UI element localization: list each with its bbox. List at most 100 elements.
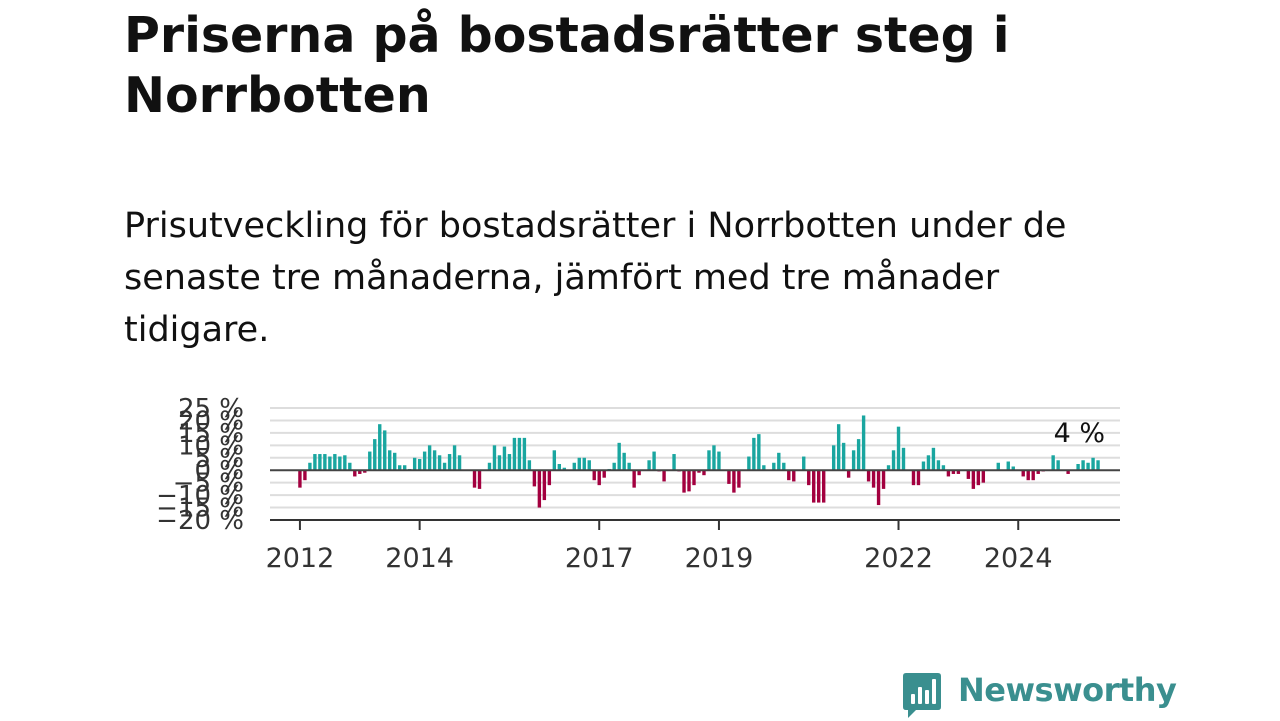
bar bbox=[512, 437, 517, 471]
bar bbox=[412, 457, 417, 471]
last-value-annotation: 4 % bbox=[1054, 418, 1105, 449]
bar bbox=[562, 467, 566, 471]
bar bbox=[822, 470, 826, 503]
bar bbox=[497, 455, 502, 471]
bar bbox=[457, 455, 462, 471]
bar bbox=[687, 470, 691, 492]
bar bbox=[792, 470, 796, 482]
bar bbox=[697, 470, 701, 473]
bar bbox=[388, 450, 392, 471]
bar bbox=[577, 457, 581, 471]
bar bbox=[602, 470, 606, 478]
bar bbox=[527, 460, 532, 471]
bar bbox=[587, 460, 591, 471]
bar bbox=[787, 470, 791, 481]
y-tick-label: 25 % bbox=[178, 394, 244, 424]
bar bbox=[627, 462, 631, 471]
bar bbox=[1031, 470, 1035, 481]
bar-chart: 25 %20 %15 %10 %5 %0 %−5 %−10 %−15 %−20 … bbox=[156, 394, 1120, 574]
bar bbox=[752, 437, 756, 471]
bar bbox=[1051, 455, 1055, 471]
bar bbox=[802, 456, 806, 471]
bar bbox=[876, 470, 881, 506]
newsworthy-logo[interactable]: Newsworthy bbox=[902, 671, 1177, 721]
bar bbox=[782, 462, 786, 471]
bar bbox=[946, 470, 951, 477]
gridlines bbox=[270, 407, 1120, 509]
bar bbox=[358, 470, 362, 474]
bar bbox=[647, 460, 651, 471]
brand-name: Newsworthy bbox=[958, 671, 1177, 709]
bar bbox=[402, 465, 407, 471]
bar bbox=[727, 470, 731, 484]
bar bbox=[662, 470, 666, 482]
bar bbox=[557, 464, 562, 471]
bar bbox=[487, 462, 492, 471]
y-tick-label: −15 % bbox=[156, 494, 244, 524]
bar bbox=[712, 445, 716, 471]
y-tick-label: 0 % bbox=[194, 456, 244, 486]
bar bbox=[956, 470, 961, 474]
y-tick-label: 15 % bbox=[178, 419, 244, 449]
y-tick-label: −5 % bbox=[173, 469, 244, 499]
bar bbox=[926, 455, 931, 471]
bar bbox=[682, 470, 686, 493]
bar bbox=[338, 456, 342, 471]
bar bbox=[612, 462, 616, 471]
bar bbox=[348, 462, 352, 471]
bar bbox=[846, 470, 851, 478]
bar bbox=[477, 470, 482, 489]
bar bbox=[911, 470, 916, 486]
bar bbox=[966, 470, 971, 479]
bar bbox=[1026, 470, 1030, 481]
bar bbox=[817, 470, 821, 503]
bar bbox=[891, 450, 896, 471]
bar bbox=[398, 465, 402, 471]
bar bbox=[637, 470, 641, 476]
bar bbox=[393, 452, 397, 471]
bar bbox=[1076, 464, 1080, 471]
bar bbox=[921, 461, 926, 471]
bar bbox=[422, 451, 427, 471]
logo-mark-icon bbox=[903, 673, 941, 718]
bar bbox=[931, 447, 936, 471]
bar bbox=[1096, 460, 1100, 471]
y-tick-label: −10 % bbox=[156, 481, 244, 511]
bar bbox=[901, 447, 906, 471]
bar bbox=[617, 442, 621, 471]
bar bbox=[442, 462, 447, 471]
bar bbox=[831, 445, 836, 471]
bar bbox=[417, 459, 422, 471]
bar bbox=[447, 454, 452, 471]
bar bbox=[298, 470, 302, 488]
bar bbox=[707, 450, 711, 471]
bar bbox=[582, 457, 586, 471]
bar bbox=[896, 426, 901, 471]
bar bbox=[777, 452, 781, 471]
y-tick-label: 10 % bbox=[178, 431, 244, 461]
bar bbox=[702, 470, 706, 476]
bar bbox=[1081, 460, 1085, 471]
bar bbox=[886, 465, 891, 471]
bar bbox=[747, 456, 751, 471]
bar bbox=[492, 445, 497, 471]
chart-subtitle: Prisutveckling för bostadsrätter i Norrb… bbox=[124, 206, 1067, 350]
bar bbox=[318, 454, 322, 471]
bar bbox=[632, 470, 636, 488]
bar bbox=[437, 455, 442, 471]
bar bbox=[652, 451, 656, 471]
bar bbox=[936, 460, 941, 471]
bar bbox=[308, 462, 312, 471]
bar bbox=[452, 445, 457, 471]
bar bbox=[522, 437, 527, 471]
bar bbox=[432, 450, 437, 471]
bar bbox=[1006, 461, 1010, 471]
bar bbox=[951, 470, 956, 474]
bar bbox=[762, 465, 766, 471]
bar bbox=[812, 470, 816, 503]
bar bbox=[1086, 462, 1090, 471]
bars bbox=[298, 415, 1100, 508]
bar bbox=[572, 462, 576, 471]
bar bbox=[1011, 466, 1015, 471]
bar bbox=[383, 430, 387, 471]
